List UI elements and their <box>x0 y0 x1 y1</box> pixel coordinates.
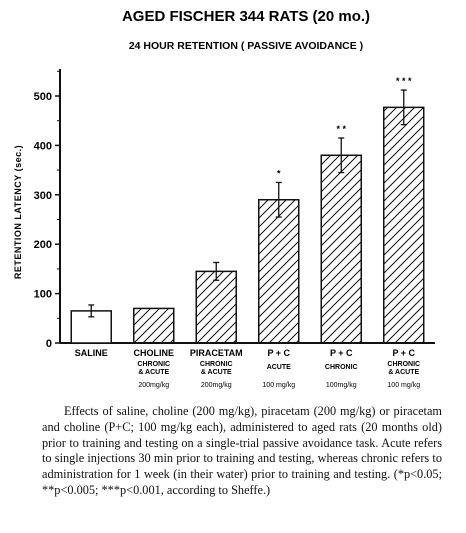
category-dose: 100mg/kg <box>326 382 357 389</box>
bar <box>258 198 300 344</box>
category-regimen: ACUTE <box>267 364 291 371</box>
category-label: PIRACETAM <box>190 348 243 358</box>
category-regimen: CHRONIC <box>137 361 170 368</box>
category-dose: 200mg/kg <box>201 382 232 389</box>
category-regimen: CHRONIC <box>200 361 233 368</box>
category-label: P + C <box>267 348 290 358</box>
significance-marker: * * * <box>396 76 412 86</box>
category-label: P + C <box>392 348 415 358</box>
category-label: CHOLINE <box>134 348 175 358</box>
y-tick-label: 300 <box>34 190 52 202</box>
bar <box>70 310 112 344</box>
category-dose: 100 mg/kg <box>262 382 295 389</box>
category-dose: 200mg/kg <box>138 382 169 389</box>
y-axis-label: RETENTION LATENCY (sec.) <box>13 145 23 279</box>
significance-marker: * <box>277 168 281 178</box>
category-label: P + C <box>330 348 353 358</box>
bar <box>383 106 425 344</box>
category-regimen: & ACUTE <box>201 369 232 376</box>
bar <box>195 270 237 344</box>
y-tick-label: 0 <box>46 338 52 350</box>
y-tick-label: 200 <box>34 239 52 251</box>
category-label: SALINE <box>75 348 108 358</box>
axes: 0 100 200 300 400 500 <box>34 69 435 350</box>
category-regimen: CHRONIC <box>325 364 358 371</box>
category-dose: 100 mg/kg <box>387 382 420 389</box>
bar <box>320 154 362 344</box>
y-tick-label: 100 <box>34 289 52 301</box>
bar <box>133 307 175 344</box>
bar-chart: AGED FISCHER 344 RATS (20 mo.) 24 HOUR R… <box>13 8 435 389</box>
y-tick-label: 400 <box>34 140 52 152</box>
category-regimen: & ACUTE <box>388 369 419 376</box>
y-tick-label: 500 <box>34 91 52 103</box>
chart-subtitle: 24 HOUR RETENTION ( PASSIVE AVOIDANCE ) <box>129 40 363 52</box>
figure-caption: Effects of saline, choline (200 mg/kg), … <box>42 404 442 497</box>
significance-marker: * * <box>336 124 346 134</box>
bars: * * * * * * <box>70 76 425 344</box>
chart-title: AGED FISCHER 344 RATS (20 mo.) <box>122 8 370 25</box>
category-regimen: & ACUTE <box>138 369 169 376</box>
category-regimen: CHRONIC <box>387 361 420 368</box>
